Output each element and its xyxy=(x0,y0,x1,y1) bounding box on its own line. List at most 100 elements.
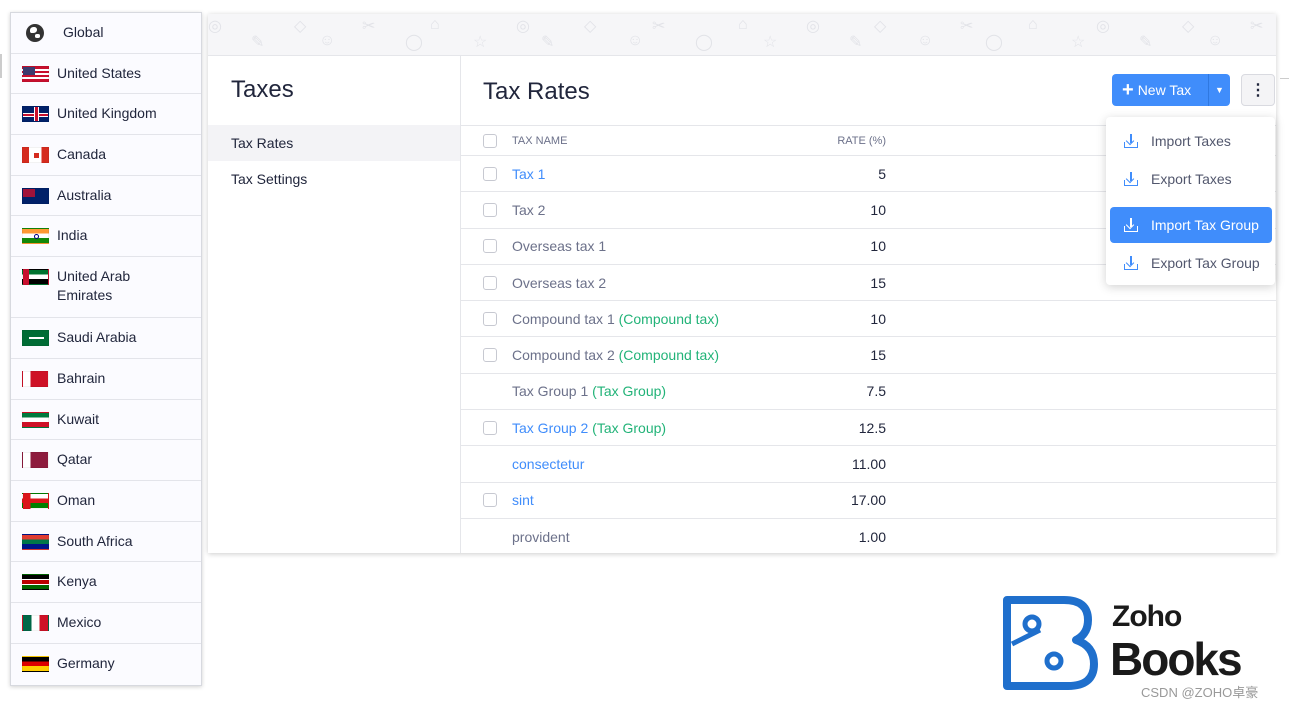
country-label: United Arab Emirates xyxy=(57,268,131,304)
country-item-qatar[interactable]: Qatar xyxy=(11,440,201,481)
country-item-south-africa[interactable]: South Africa xyxy=(11,522,201,563)
row-checkbox[interactable] xyxy=(483,348,497,363)
country-label: United States xyxy=(57,64,142,81)
tax-name: Compound tax 2 xyxy=(512,347,615,364)
flag-us-icon xyxy=(22,65,49,82)
table-row[interactable]: Tax Group 1 (Tax Group) 7.5 xyxy=(461,374,1276,411)
row-checkbox[interactable] xyxy=(483,420,497,435)
menu-item-import-tax-group[interactable]: Import Tax Group xyxy=(1110,207,1272,243)
pattern-doodle: ◎ xyxy=(806,18,820,35)
tax-name[interactable]: Tax Group 2 xyxy=(512,419,589,436)
settings-item-tax-settings[interactable]: Tax Settings xyxy=(231,171,308,187)
country-item-bahrain[interactable]: Bahrain xyxy=(11,359,201,400)
row-checkbox[interactable] xyxy=(483,493,497,508)
tax-name-cell: Tax 1 xyxy=(512,166,792,182)
select-all-checkbox[interactable] xyxy=(483,133,497,148)
pattern-doodle: ◯ xyxy=(985,34,1003,51)
country-label: Kuwait xyxy=(57,410,100,427)
tax-name: Compound tax 1 xyxy=(512,310,615,327)
table-row[interactable]: provident 1.00 xyxy=(461,519,1276,553)
country-item-united-kingdom[interactable]: United Kingdom xyxy=(11,94,201,136)
pattern-doodle: ☺ xyxy=(627,32,644,49)
pattern-doodle: ✂ xyxy=(960,18,974,35)
country-label: Qatar xyxy=(57,451,93,468)
country-list: Global United States United Kingdom Canada A… xyxy=(10,12,202,686)
tax-name: Overseas tax 1 xyxy=(512,238,607,255)
new-tax-button[interactable]: + New Tax xyxy=(1112,74,1208,106)
pattern-doodle: ✂ xyxy=(362,18,376,35)
country-item-mexico[interactable]: Mexico xyxy=(11,603,201,644)
flag-uk-icon xyxy=(22,106,49,123)
menu-item-export-taxes[interactable]: Export Taxes xyxy=(1110,161,1272,197)
country-item-united-arab-emirates[interactable]: United Arab Emirates xyxy=(11,257,201,319)
tax-name: provident xyxy=(512,528,570,545)
tax-type-tag: (Compound tax) xyxy=(618,347,720,364)
row-checkbox[interactable] xyxy=(483,166,497,181)
pattern-doodle: ⌂ xyxy=(738,16,748,33)
country-item-india[interactable]: India xyxy=(11,216,201,258)
tax-rate-cell: 1.00 xyxy=(858,528,886,545)
table-row[interactable]: Overseas tax 2 15 xyxy=(461,265,1276,302)
table-row[interactable]: Tax Group 2 (Tax Group) 12.5 xyxy=(461,410,1276,447)
country-item-global[interactable]: Global xyxy=(11,13,201,54)
pattern-doodle: ⌂ xyxy=(1028,16,1038,33)
zoho-books-logo: Zoho Books xyxy=(1002,596,1272,691)
row-checkbox[interactable] xyxy=(483,275,497,290)
tax-name-cell: consectetur xyxy=(512,456,792,472)
row-checkbox xyxy=(483,384,497,398)
menu-item-export-tax-group[interactable]: Export Tax Group xyxy=(1110,245,1272,281)
country-item-united-states[interactable]: United States xyxy=(11,54,201,95)
row-checkbox xyxy=(483,530,497,544)
watermark: CSDN @ZOHO卓豪 xyxy=(1141,685,1259,700)
tax-name-cell: Compound tax 2 (Compound tax) xyxy=(512,347,792,363)
pattern-doodle: ☆ xyxy=(473,34,488,51)
tax-name-cell: Overseas tax 2 xyxy=(512,275,792,291)
row-checkbox[interactable] xyxy=(483,239,497,254)
tax-name-cell: Compound tax 1 (Compound tax) xyxy=(512,311,792,327)
country-item-canada[interactable]: Canada xyxy=(11,135,201,176)
tax-rate-cell: 5 xyxy=(878,165,886,182)
new-tax-dropdown-button[interactable]: ▼ xyxy=(1208,74,1230,106)
country-item-oman[interactable]: Oman xyxy=(11,481,201,522)
settings-item-tax-rates[interactable]: Tax Rates xyxy=(208,125,460,161)
pattern-doodle: ✎ xyxy=(1139,34,1153,51)
logo-word-zoho: Zoho xyxy=(1112,600,1182,633)
country-item-australia[interactable]: Australia xyxy=(11,176,201,217)
menu-item-import-taxes[interactable]: Import Taxes xyxy=(1110,123,1272,159)
row-checkbox[interactable] xyxy=(483,202,497,217)
tax-name: Overseas tax 2 xyxy=(512,274,607,291)
country-item-germany[interactable]: Germany xyxy=(11,644,201,685)
country-item-saudi-arabia[interactable]: Saudi Arabia xyxy=(11,318,201,359)
column-header-tax-name[interactable]: TAX NAME xyxy=(512,134,568,147)
flag-mx-icon xyxy=(22,614,49,631)
flag-ca-icon xyxy=(22,147,49,164)
tax-name[interactable]: consectetur xyxy=(512,456,585,473)
country-label: Mexico xyxy=(57,613,102,630)
country-item-kenya[interactable]: Kenya xyxy=(11,562,201,603)
pattern-doodle: ⌂ xyxy=(430,16,440,33)
tax-name[interactable]: sint xyxy=(512,492,534,509)
table-row[interactable]: Compound tax 1 (Compound tax) 10 xyxy=(461,301,1276,338)
row-checkbox[interactable] xyxy=(483,311,497,326)
tax-rate-cell: 15 xyxy=(870,274,886,291)
pattern-doodle: ✎ xyxy=(541,34,555,51)
column-header-rate[interactable]: RATE (%) xyxy=(837,134,886,147)
table-row[interactable]: consectetur 11.00 xyxy=(461,446,1276,483)
tax-name[interactable]: Tax 1 xyxy=(512,165,546,182)
table-row[interactable]: Tax 2 10 xyxy=(461,192,1276,229)
tax-rate-cell: 7.5 xyxy=(866,383,886,400)
table-row[interactable]: Overseas tax 1 10 xyxy=(461,229,1276,265)
table-row[interactable]: Compound tax 2 (Compound tax) 15 xyxy=(461,337,1276,374)
table-row[interactable]: sint 17.00 xyxy=(461,483,1276,519)
tax-rate-cell: 15 xyxy=(870,347,886,364)
tax-name-cell: provident xyxy=(512,529,792,545)
tax-type-tag: (Tax Group) xyxy=(592,419,667,436)
pattern-doodle: ✎ xyxy=(849,34,863,51)
country-label: Oman xyxy=(57,491,96,508)
table-row[interactable]: Tax 1 5 xyxy=(461,156,1276,193)
more-options-button[interactable]: ⋮ xyxy=(1241,74,1275,106)
globe-icon xyxy=(26,24,44,42)
divider xyxy=(1280,78,1289,79)
country-label: Kenya xyxy=(57,573,97,590)
country-item-kuwait[interactable]: Kuwait xyxy=(11,400,201,441)
